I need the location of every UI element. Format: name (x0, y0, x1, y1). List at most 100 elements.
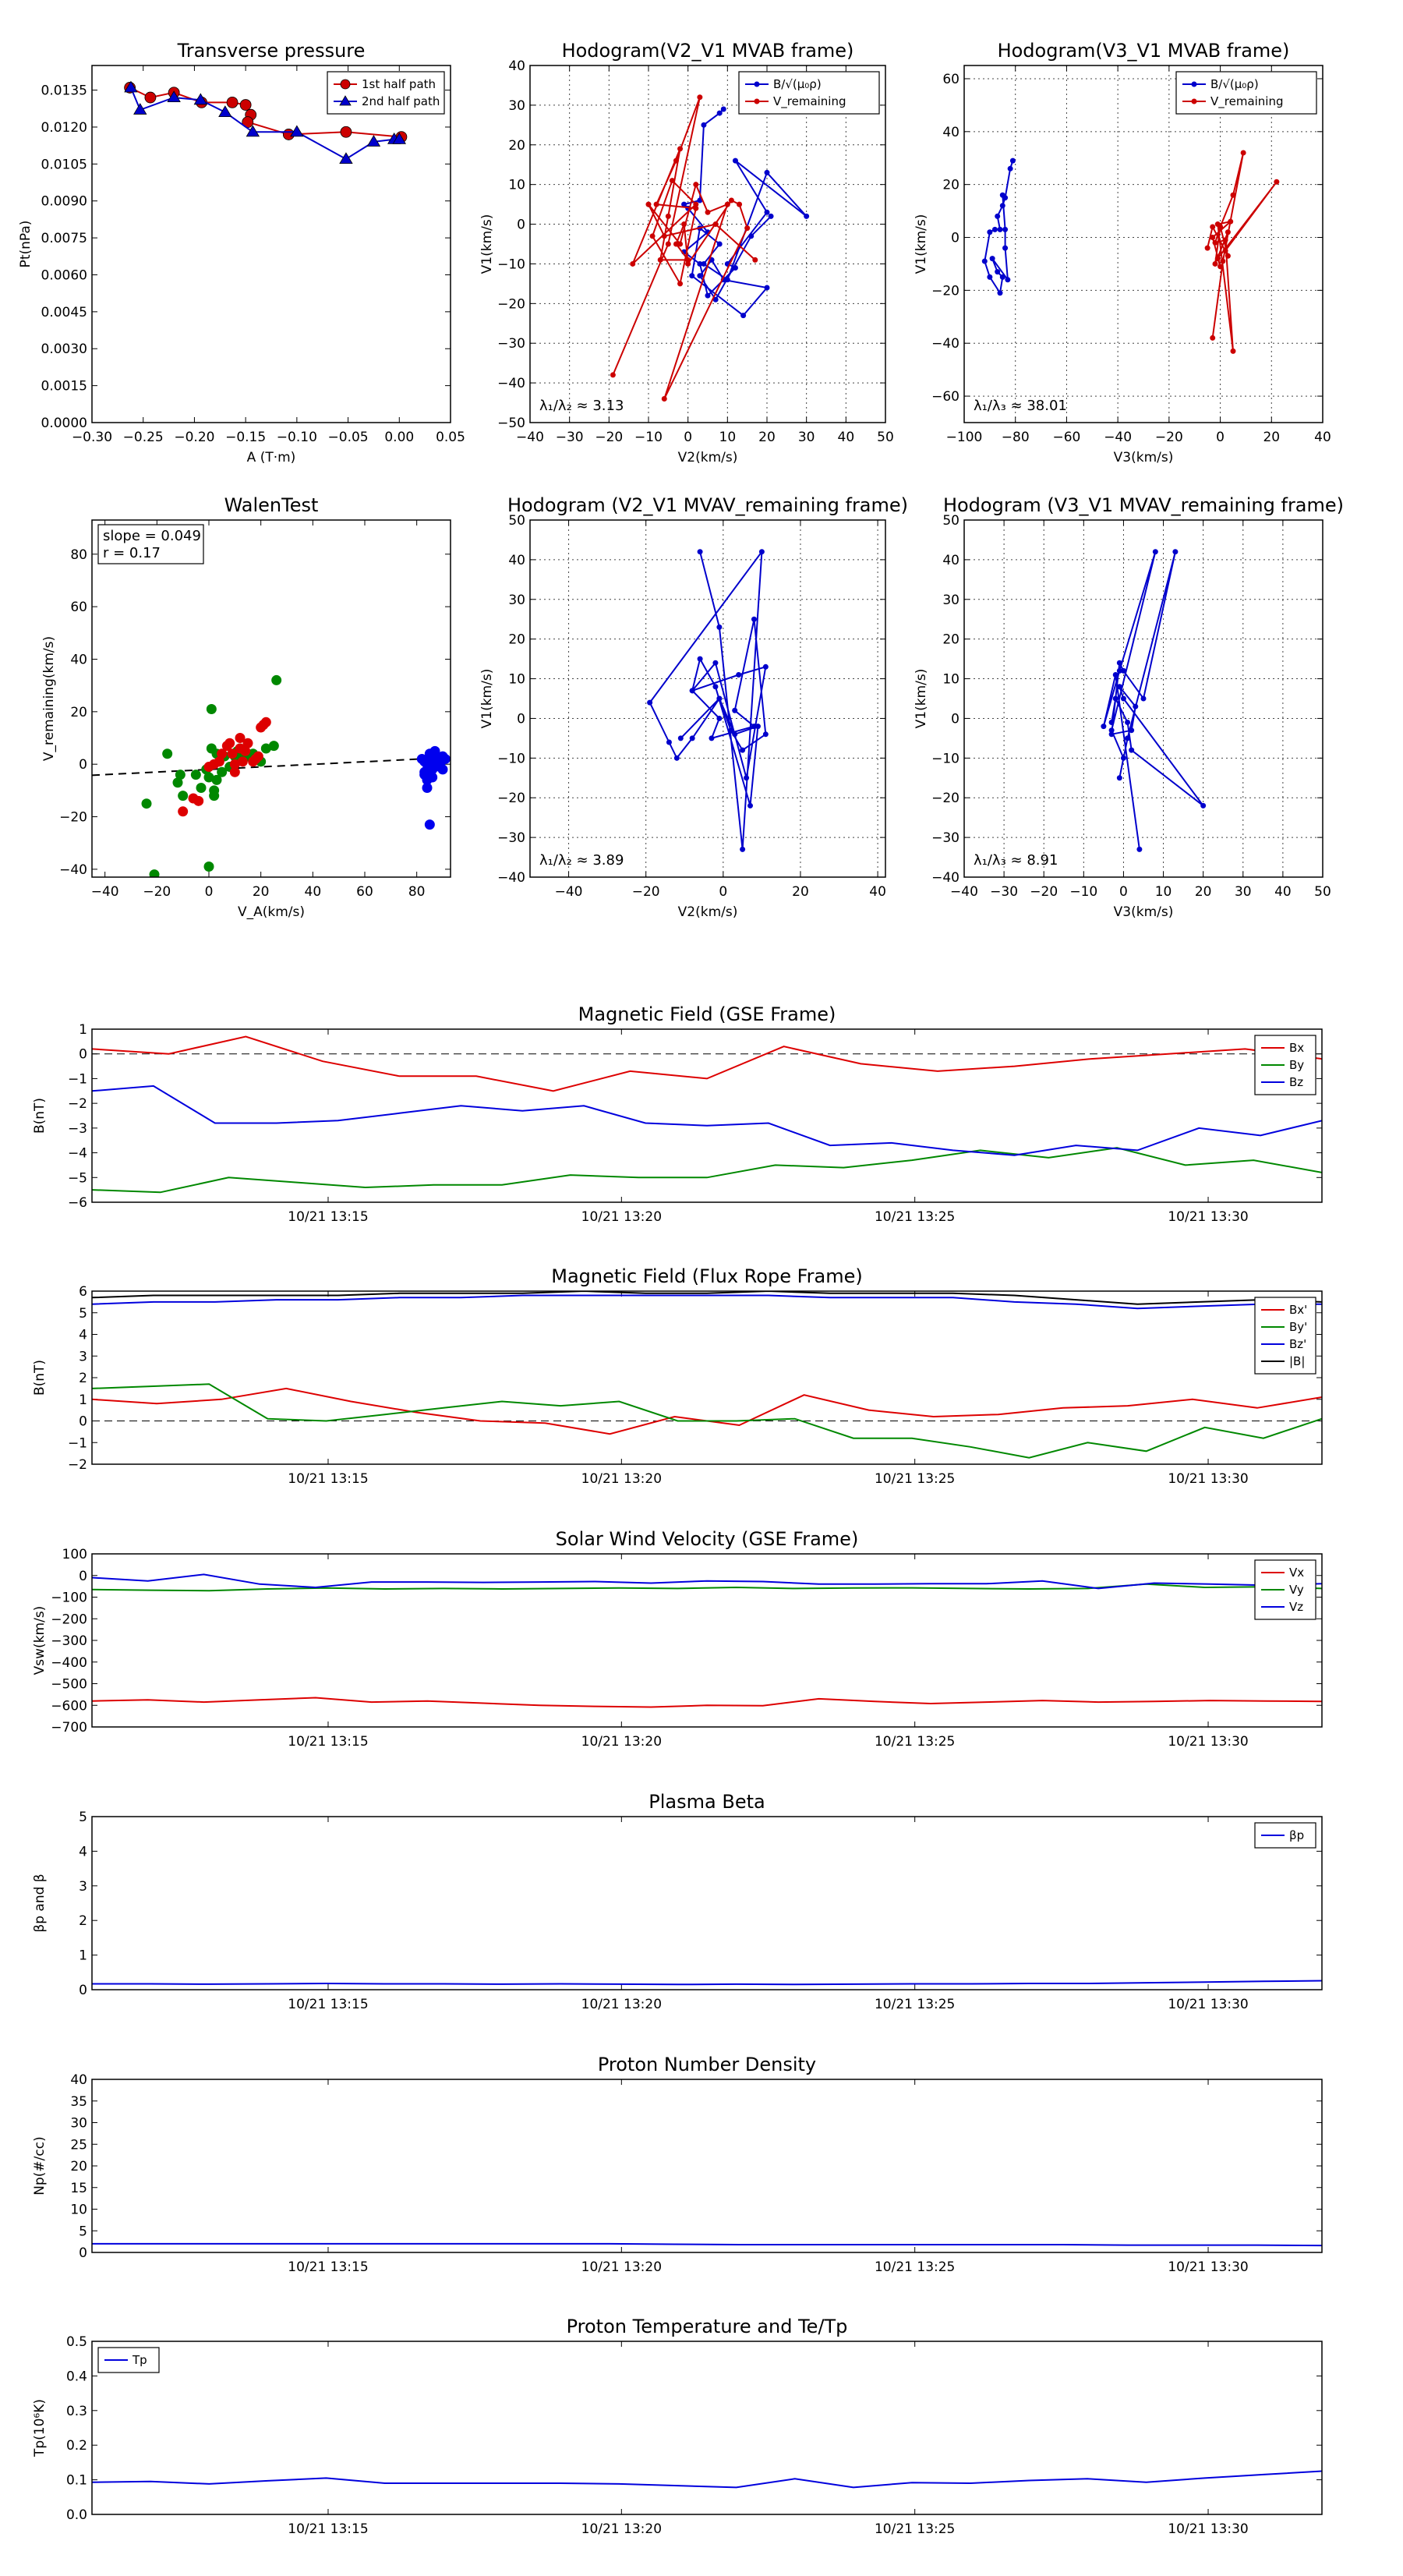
y-tick-label: 3 (79, 1879, 87, 1895)
data-point (1120, 695, 1126, 702)
data-point (1212, 260, 1218, 267)
data-point (1230, 192, 1236, 198)
series-line-By (92, 1147, 1322, 1194)
legend: 1st half path 2nd half path (327, 71, 445, 115)
data-point (677, 241, 684, 247)
x-tick-label: 20 (792, 884, 809, 900)
y-axis-label: V1(km/s) (479, 669, 495, 729)
data-point (728, 197, 734, 203)
y-tick-label: 0.0 (66, 2507, 87, 2523)
data-point (419, 756, 430, 767)
data-point (716, 110, 723, 116)
plot-frame (91, 519, 451, 878)
y-tick-label: 0.0105 (41, 157, 87, 172)
y-axis-label: Vsw(km/s) (32, 1606, 48, 1675)
y-axis-label: B(nT) (32, 1360, 48, 1396)
plot-frame (91, 2079, 1323, 2253)
y-tick-label: 35 (70, 2094, 87, 2110)
data-point (226, 96, 239, 108)
y-tick-label: −30 (497, 336, 525, 352)
data-point (1274, 179, 1280, 185)
y-tick-label: −30 (497, 830, 525, 846)
data-point (1101, 724, 1107, 730)
data-point (190, 770, 201, 780)
data-point (724, 277, 730, 283)
data-point (1228, 218, 1234, 225)
y-tick-label: 0.0045 (41, 305, 87, 320)
data-point (167, 90, 181, 103)
y-tick-label: −40 (497, 870, 525, 886)
chart-pt: 0.0000 0.0015 0.0030 0.0045 0.0060 0.0075 0.00… (18, 40, 465, 465)
x-tick-label: 20 (1263, 430, 1280, 445)
y-tick-label: 0.2 (66, 2438, 87, 2454)
data-point (206, 703, 217, 714)
data-point (697, 656, 703, 662)
data-point (697, 94, 703, 101)
chart-h31: −60 −40 −20 0 20 40 60 −100 −80 −60 −40 −20 0 20 40 Hod… (914, 40, 1331, 465)
data-point (422, 774, 433, 785)
legend-label: Vy (1289, 1583, 1304, 1597)
data-point (665, 213, 671, 219)
x-tick-label: −40 (516, 430, 544, 445)
data-point (645, 201, 652, 207)
x-tick-label: −10 (1069, 884, 1097, 900)
legend-marker (1191, 81, 1197, 87)
y-tick-label: −2 (68, 1457, 87, 1473)
x-tick-label: 80 (408, 884, 426, 900)
x-tick-label: −40 (91, 884, 119, 900)
series-line-Vx (92, 1697, 1322, 1708)
plot-frame (91, 2341, 1323, 2515)
series-group (610, 94, 810, 402)
x-tick-label: 10/21 13:15 (288, 1471, 368, 1487)
y-tick-label: −20 (931, 791, 959, 806)
x-tick-label: 30 (1235, 884, 1252, 900)
y-tick-label: −100 (51, 1591, 87, 1606)
y-tick-label: 5 (79, 2224, 87, 2239)
data-point (1200, 802, 1207, 809)
data-point (677, 146, 684, 152)
data-point (768, 213, 774, 219)
y-tick-label: 0.0120 (41, 120, 87, 136)
x-tick-label: −0.05 (328, 430, 369, 445)
x-axis-label: A (T·m) (247, 450, 296, 465)
y-tick-label: 2 (79, 1913, 87, 1929)
data-point (712, 296, 719, 303)
data-point (1129, 747, 1135, 753)
y-tick-label: −1 (68, 1071, 87, 1087)
y-tick-label: 4 (79, 1328, 87, 1343)
x-tick-label: −20 (632, 884, 660, 900)
x-tick-label: −30 (556, 430, 584, 445)
data-point (752, 257, 758, 263)
plot-area (92, 65, 451, 423)
series-line-βp (92, 1980, 1322, 1986)
y-tick-label: 0.0090 (41, 194, 87, 210)
series-line-Bx (92, 1035, 1322, 1092)
y-tick-label: 6 (79, 1284, 87, 1300)
x-tick-label: 0 (684, 430, 692, 445)
legend-label: By (1289, 1058, 1304, 1072)
y-axis-label: V1(km/s) (914, 214, 929, 274)
legend: Bx By Bz (1254, 1035, 1316, 1095)
y-tick-label: 20 (508, 138, 525, 154)
legend-marker (754, 81, 760, 87)
data-point (1112, 671, 1119, 678)
chart-title: Hodogram(V3_V1 MVAB frame) (998, 40, 1290, 62)
x-tick-label: 10/21 13:25 (875, 2259, 955, 2275)
data-point (1240, 150, 1246, 156)
data-point (981, 258, 988, 264)
x-tick-label: 10/21 13:30 (1168, 1997, 1248, 2012)
chart-vsw: −700 −600 −500 −400 −300 −200 −100 0 100 10/21 13… (32, 1528, 1323, 1750)
y-axis-label: V_remaining(km/s) (41, 636, 57, 761)
x-tick-label: 10/21 13:20 (581, 1734, 662, 1750)
data-point (392, 132, 406, 144)
data-point (193, 93, 208, 105)
y-tick-label: 40 (508, 58, 525, 74)
x-tick-label: −0.10 (277, 430, 317, 445)
data-point (701, 122, 707, 128)
chart-title: Plasma Beta (648, 1791, 765, 1813)
y-tick-label: 0.0030 (41, 341, 87, 357)
chart-title: Magnetic Field (Flux Rope Frame) (551, 1265, 862, 1287)
plot-area (92, 1029, 1322, 1202)
data-point (1116, 660, 1122, 666)
